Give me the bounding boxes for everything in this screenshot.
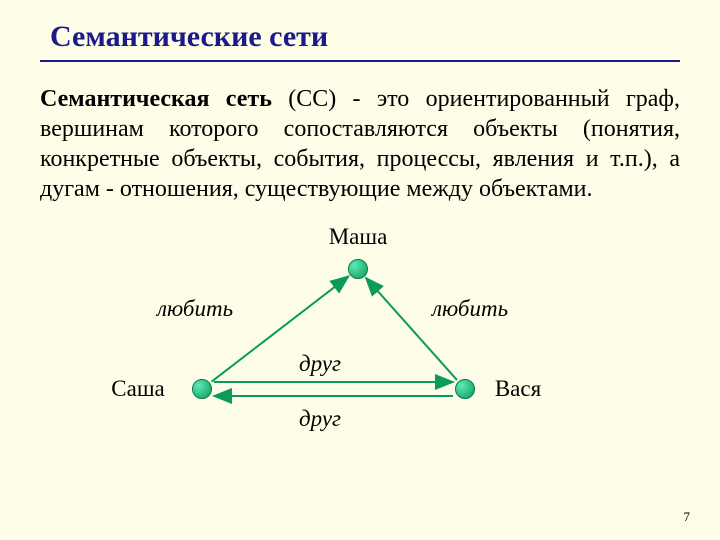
page-number: 7 [684,509,691,525]
graph-node [455,379,475,399]
edge-label: любить [432,296,508,322]
edge-label: любить [157,296,233,322]
slide-title: Семантические сети [50,20,680,54]
node-label: Саша [111,376,164,402]
graph-node [348,259,368,279]
definition-text: Семантическая сеть (СС) - это ориентиров… [40,84,680,204]
edge-label: друг [299,406,341,432]
node-label: Маша [329,224,388,250]
definition-term: Семантическая сеть [40,86,272,112]
node-label: Вася [495,376,541,402]
semantic-graph: любить любить друг друг Маша Саша Вася [40,224,680,454]
graph-node [192,379,212,399]
title-underline [40,60,680,62]
edge-label: друг [299,351,341,377]
